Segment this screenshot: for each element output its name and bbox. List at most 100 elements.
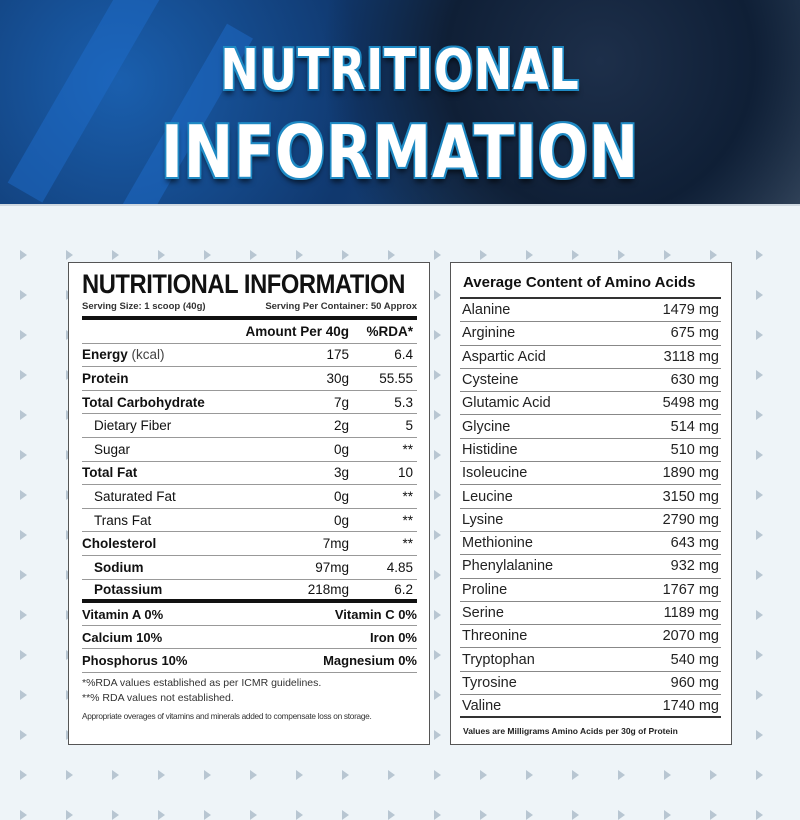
triangle-decoration: [434, 810, 441, 820]
amino-name: Glutamic Acid: [462, 395, 551, 412]
banner-title-line2: INFORMATION: [160, 110, 640, 194]
nutrient-rda: **: [402, 536, 413, 552]
amino-value: 960 mg: [670, 674, 719, 691]
amino-value: 643 mg: [670, 535, 719, 552]
triangle-decoration: [618, 250, 625, 260]
triangle-decoration: [572, 250, 579, 260]
triangle-decoration: [66, 250, 73, 260]
amino-value: 1740 mg: [662, 697, 719, 714]
nutrient-rda: 10: [397, 465, 413, 481]
nutrient-name: Total Carbohydrate: [82, 394, 205, 410]
triangle-decoration: [20, 410, 27, 420]
triangle-decoration: [756, 370, 763, 380]
triangle-decoration: [20, 810, 27, 820]
amino-row: Aspartic Acid 3118 mg: [460, 346, 721, 369]
triangle-decoration: [434, 410, 441, 420]
nutrient-amount: 97mg: [315, 559, 349, 575]
footnote-overages: Appropriate overages of vitamins and min…: [82, 711, 372, 722]
triangle-decoration: [434, 610, 441, 620]
triangle-decoration: [434, 330, 441, 340]
triangle-decoration: [342, 810, 349, 820]
triangle-decoration: [434, 730, 441, 740]
nutrient-name: Dietary Fiber: [94, 418, 172, 434]
nutrient-amount: 0g: [333, 488, 349, 504]
triangle-decoration: [112, 770, 119, 780]
triangle-decoration: [434, 370, 441, 380]
amino-value: 540 mg: [670, 651, 719, 668]
triangle-decoration: [434, 770, 441, 780]
triangle-decoration: [434, 650, 441, 660]
amino-name: Phenylalanine: [462, 558, 554, 575]
amino-row: Tryptophan 540 mg: [460, 648, 721, 672]
vitamin-left: Calcium 10%: [82, 629, 163, 645]
nutrient-name: Sodium: [94, 559, 144, 575]
nutrient-name: Trans Fat: [94, 512, 152, 528]
nutrient-amount: 30g: [326, 370, 349, 386]
triangle-decoration: [434, 530, 441, 540]
nutrient-name: Potassium: [94, 581, 163, 597]
nutrient-row: Cholesterol 7mg **: [82, 532, 417, 556]
amino-name: Leucine: [462, 488, 513, 505]
triangle-decoration: [20, 730, 27, 740]
amino-name: Alanine: [462, 302, 511, 319]
serving-size: Serving Size: 1 scoop (40g): [82, 301, 206, 312]
amino-row: Arginine 675 mg: [460, 322, 721, 346]
nutrient-amount: 175: [326, 347, 349, 363]
nutrient-row: Energy (kcal) 175 6.4: [82, 344, 417, 368]
vitamin-row: Calcium 10% Iron 0%: [82, 626, 417, 650]
triangle-decoration: [756, 290, 763, 300]
triangle-decoration: [618, 810, 625, 820]
amino-name: Aspartic Acid: [462, 348, 546, 365]
nutrient-amount: 0g: [333, 512, 349, 528]
amino-footer: Values are Milligrams Amino Acids per 30…: [463, 726, 678, 737]
amino-value: 3150 mg: [662, 488, 719, 505]
nutrient-name: Energy (kcal): [82, 347, 165, 363]
triangle-decoration: [756, 730, 763, 740]
triangle-decoration: [756, 690, 763, 700]
triangle-decoration: [434, 290, 441, 300]
amino-value: 3118 mg: [663, 348, 719, 365]
nutrient-name: Protein: [82, 370, 129, 386]
nutrient-amount: 3g: [333, 465, 349, 481]
nutrient-name: Saturated Fat: [94, 488, 176, 504]
nutrient-amount: 218mg: [307, 581, 349, 597]
triangle-decoration: [388, 770, 395, 780]
amino-row: Isoleucine 1890 mg: [460, 462, 721, 486]
nutrient-amount: 2g: [333, 418, 349, 434]
triangle-decoration: [756, 410, 763, 420]
triangle-decoration: [434, 490, 441, 500]
triangle-decoration: [710, 810, 717, 820]
triangle-decoration: [204, 810, 211, 820]
triangle-decoration: [20, 570, 27, 580]
triangle-decoration: [296, 810, 303, 820]
nutrient-rda: **: [402, 441, 413, 457]
amino-value: 630 mg: [670, 372, 719, 389]
triangle-decoration: [756, 450, 763, 460]
triangle-decoration: [250, 810, 257, 820]
amino-row: Leucine 3150 mg: [460, 485, 721, 509]
amino-value: 514 mg: [670, 418, 719, 435]
triangle-decoration: [618, 770, 625, 780]
triangle-decoration: [296, 250, 303, 260]
amino-name: Glycine: [462, 418, 511, 435]
triangle-decoration: [480, 810, 487, 820]
amino-name: Histidine: [462, 441, 518, 458]
triangle-decoration: [756, 330, 763, 340]
triangle-decoration: [250, 770, 257, 780]
footnote-rda: *%RDA values established as per ICMR gui…: [82, 677, 322, 690]
amino-name: Valine: [462, 697, 502, 714]
amino-name: Proline: [462, 581, 508, 598]
label-title: NUTRITIONAL INFORMATION: [82, 269, 405, 299]
nutrient-rda: 5: [405, 418, 413, 434]
nutrient-amount: 7g: [333, 394, 349, 410]
triangle-decoration: [204, 770, 211, 780]
triangle-decoration: [572, 810, 579, 820]
amino-value: 1767 mg: [662, 581, 719, 598]
triangle-decoration: [20, 650, 27, 660]
triangle-decoration: [664, 250, 671, 260]
nutrient-rda: **: [402, 488, 413, 504]
amino-row: Threonine 2070 mg: [460, 625, 721, 649]
label-header-row: Amount Per 40g %RDA*: [82, 320, 417, 344]
triangle-decoration: [756, 490, 763, 500]
nutrient-rda: 5.3: [394, 394, 413, 410]
